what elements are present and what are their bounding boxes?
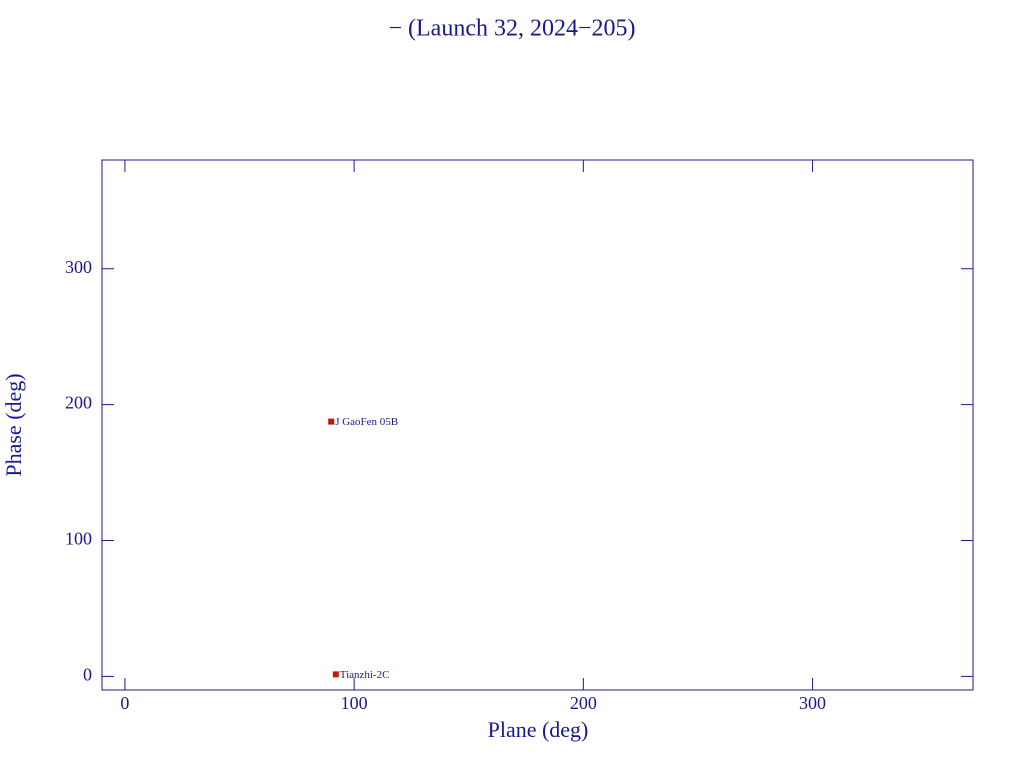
y-axis-label: Phase (deg) <box>1 373 26 476</box>
point-label: Tianzhi-2C <box>340 669 390 681</box>
x-tick-label: 200 <box>570 693 597 713</box>
y-tick-label: 0 <box>83 665 92 685</box>
point <box>328 418 335 425</box>
x-tick-label: 0 <box>120 693 129 713</box>
x-tick-label: 100 <box>341 693 368 713</box>
plot-frame <box>101 159 974 691</box>
y-tick-label: 100 <box>65 529 92 549</box>
y-tick-label: 300 <box>65 257 92 277</box>
point <box>332 671 339 678</box>
x-tick-label: 300 <box>799 693 826 713</box>
x-axis-label: Plane (deg) <box>488 717 589 742</box>
y-tick-label: 200 <box>65 393 92 413</box>
point-label: J GaoFen 05B <box>335 416 398 428</box>
chart-title: − (Launch 32, 2024−205) <box>388 16 635 42</box>
